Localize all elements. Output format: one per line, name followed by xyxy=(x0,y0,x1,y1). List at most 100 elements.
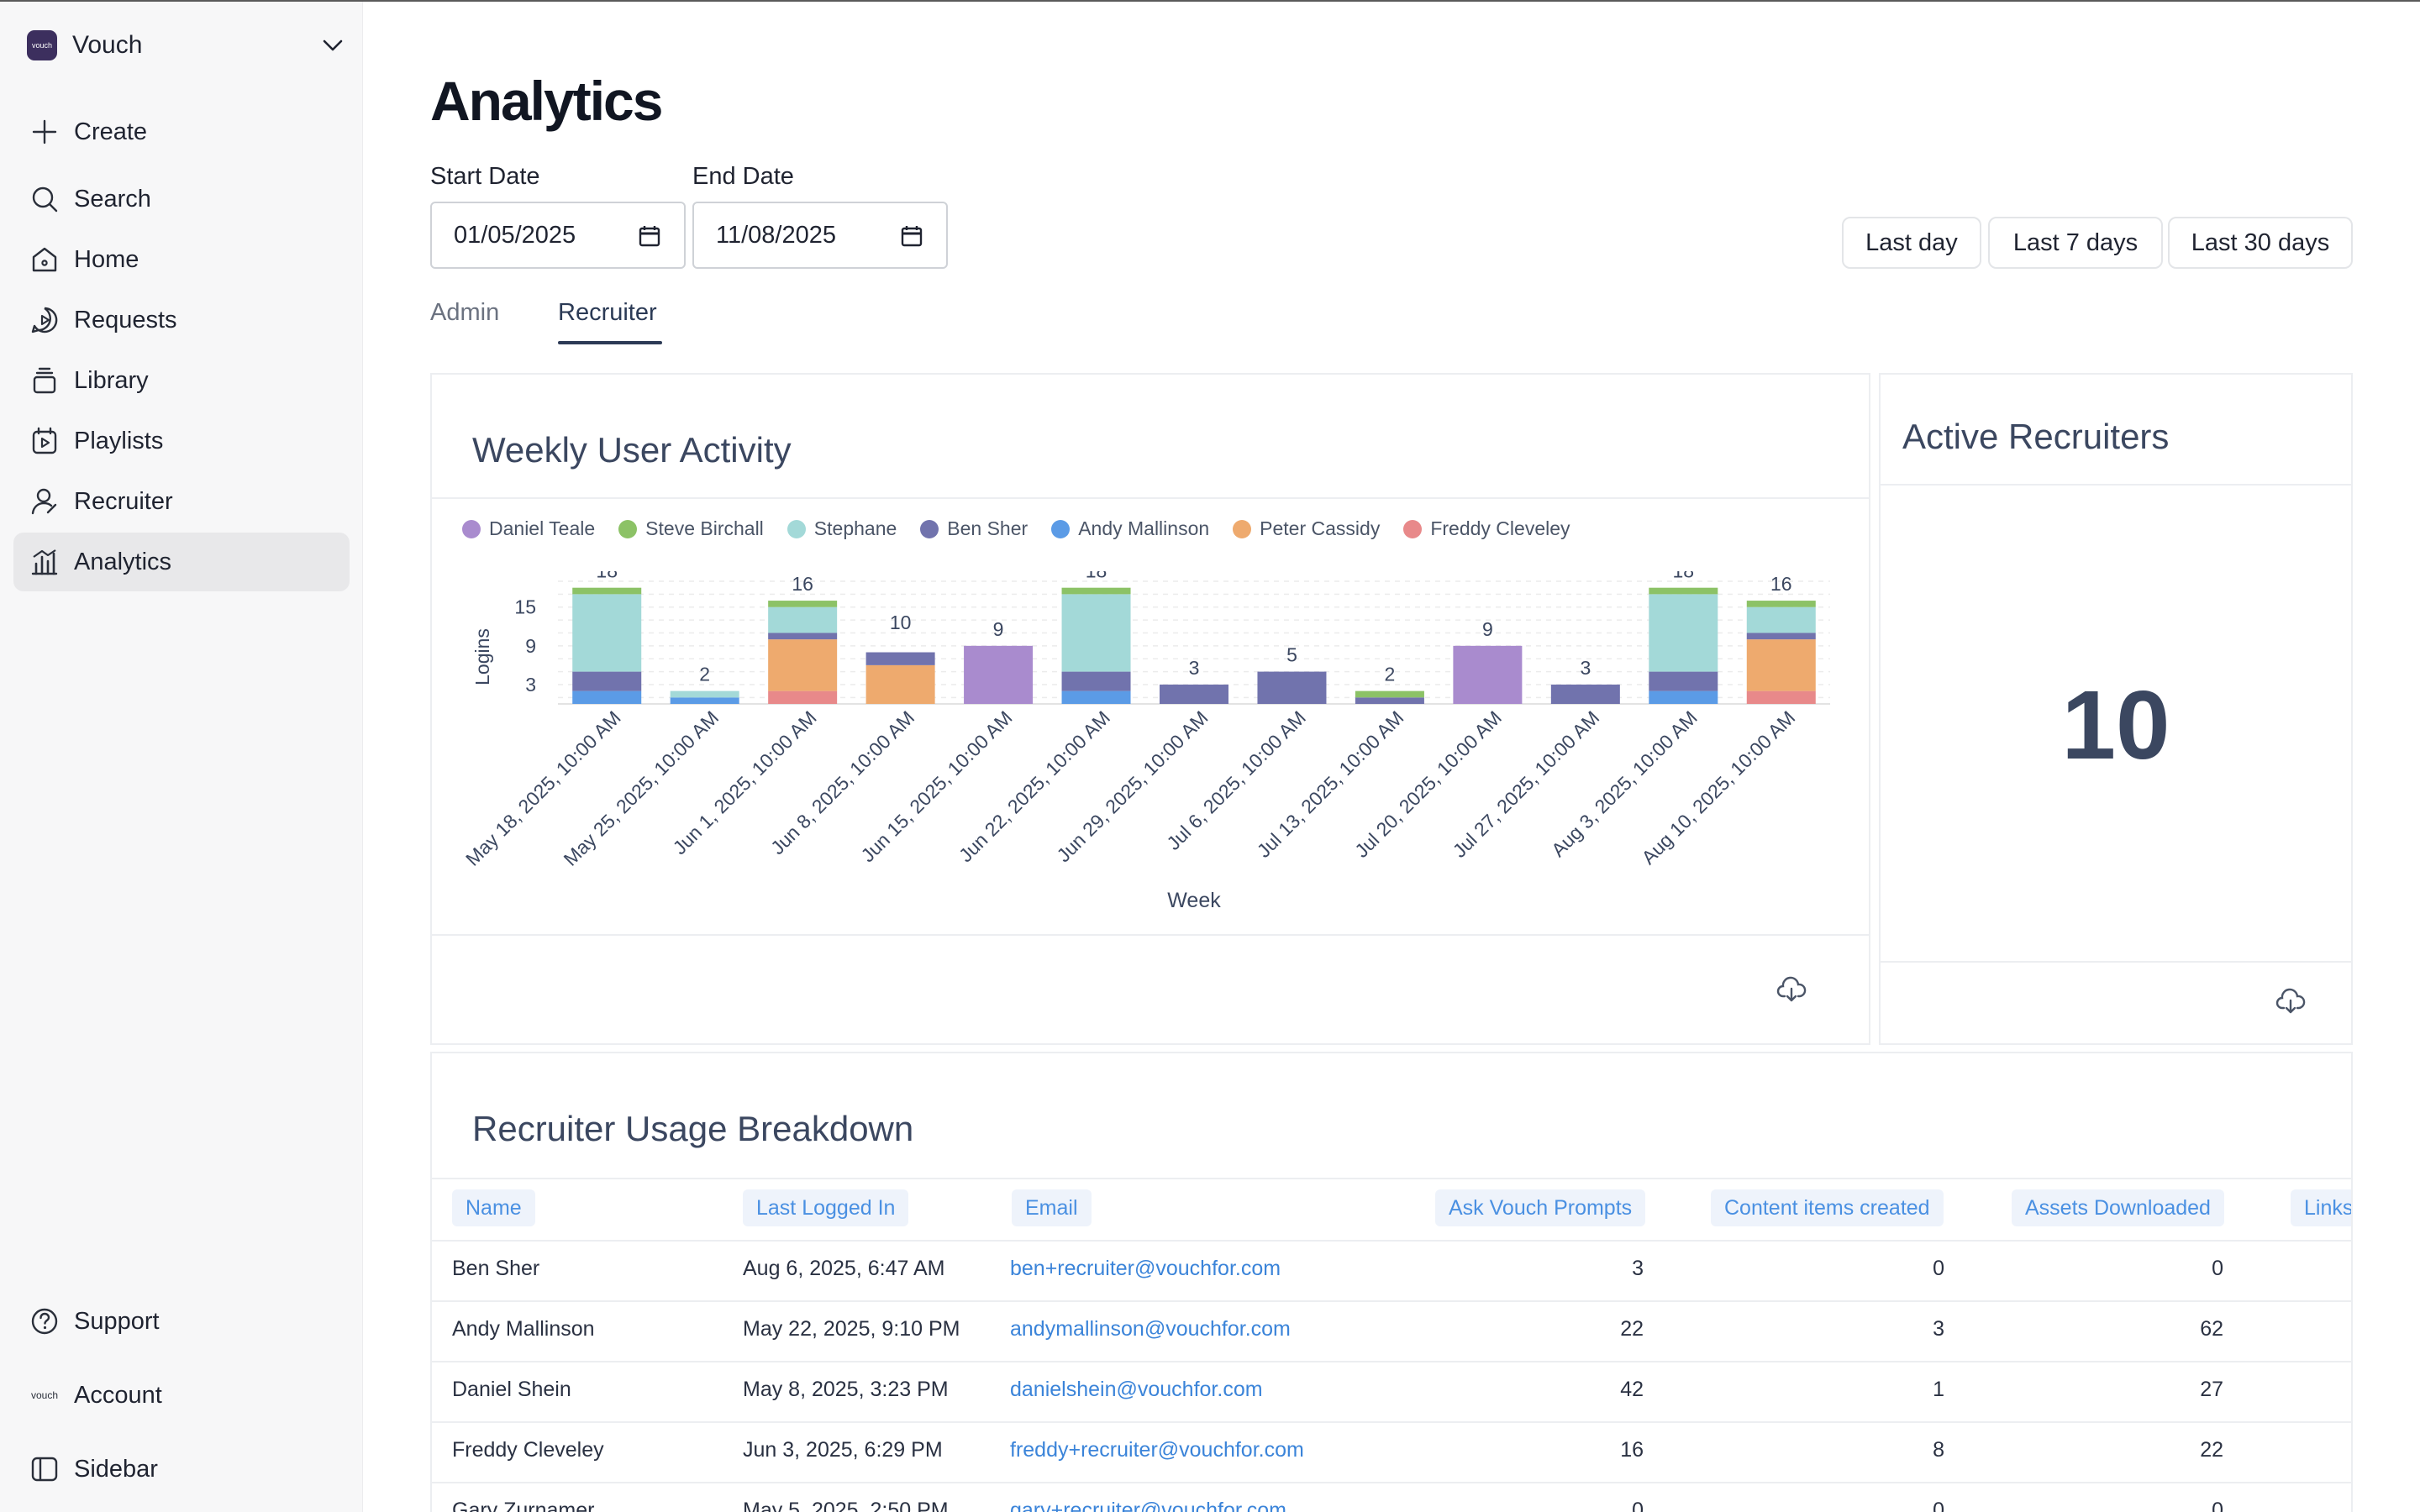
bar-segment[interactable] xyxy=(1061,594,1131,672)
legend-item[interactable]: Andy Mallinson xyxy=(1051,517,1209,540)
bar-segment[interactable] xyxy=(1649,594,1718,672)
help-icon xyxy=(29,1305,60,1337)
bar-segment[interactable] xyxy=(1061,587,1131,595)
requests-icon xyxy=(29,304,60,336)
bar-segment[interactable] xyxy=(768,601,838,607)
bar-total-label: 5 xyxy=(1286,644,1297,666)
chevron-down-icon xyxy=(323,39,343,51)
sidebar-item-label: Home xyxy=(74,245,139,273)
bar-segment[interactable] xyxy=(1746,633,1816,640)
legend-label: Ben Sher xyxy=(947,517,1028,539)
bar-segment[interactable] xyxy=(1746,690,1816,704)
column-header-last-logged-in[interactable]: Last Logged In xyxy=(743,1189,909,1226)
ask-vouch-prompts-cell: 42 xyxy=(1620,1378,1644,1401)
bar-total-label: 10 xyxy=(890,612,912,633)
bar-segment[interactable] xyxy=(1649,690,1718,704)
bar-segment[interactable] xyxy=(572,594,642,672)
sidebar-toggle-icon xyxy=(29,1453,60,1485)
sidebar-item-support[interactable]: Support xyxy=(13,1292,350,1351)
calendar-icon[interactable] xyxy=(901,225,923,247)
library-icon xyxy=(29,365,60,396)
workspace-switcher[interactable]: vouch Vouch xyxy=(27,27,346,64)
column-header-email[interactable]: Email xyxy=(1012,1189,1092,1226)
assets-downloaded-cell: 62 xyxy=(2200,1317,2223,1341)
sidebar: vouch Vouch Create Search Home Requests … xyxy=(0,2,363,1512)
last-day-button[interactable]: Last day xyxy=(1842,217,1981,269)
email-link[interactable]: danielshein@vouchfor.com xyxy=(1010,1378,1263,1401)
legend-item[interactable]: Daniel Teale xyxy=(462,517,595,540)
bar-total-label: 9 xyxy=(993,618,1004,640)
legend-item[interactable]: Stephane xyxy=(786,517,897,540)
calendar-icon[interactable] xyxy=(639,225,660,247)
bar-segment[interactable] xyxy=(1061,671,1131,691)
column-header-assets-downloaded[interactable]: Assets Downloaded xyxy=(2012,1189,2224,1226)
bar-segment[interactable] xyxy=(1061,690,1131,704)
column-header-links[interactable]: Links xyxy=(2291,1189,2351,1226)
legend-item[interactable]: Peter Cassidy xyxy=(1233,517,1380,540)
column-header-ask-vouch-prompts[interactable]: Ask Vouch Prompts xyxy=(1435,1189,1646,1226)
bar-segment[interactable] xyxy=(865,652,935,665)
sidebar-item-search[interactable]: Search xyxy=(13,170,350,228)
download-cloud-icon[interactable] xyxy=(1776,974,1807,1005)
tab-recruiter[interactable]: Recruiter xyxy=(558,299,657,326)
legend-item[interactable]: Ben Sher xyxy=(920,517,1028,540)
legend-swatch xyxy=(618,519,638,538)
bar-segment[interactable] xyxy=(768,690,838,704)
bar-segment[interactable] xyxy=(670,697,739,704)
bar-segment[interactable] xyxy=(865,664,935,704)
bar-segment[interactable] xyxy=(1550,684,1620,704)
bar-segment[interactable] xyxy=(1160,684,1228,704)
sidebar-item-playlists[interactable]: Playlists xyxy=(13,412,350,470)
legend-label: Peter Cassidy xyxy=(1260,517,1381,539)
column-header-content-items-created[interactable]: Content items created xyxy=(1711,1189,1944,1226)
legend-item[interactable]: Freddy Cleveley xyxy=(1403,517,1570,540)
sidebar-item-create[interactable]: Create xyxy=(13,102,350,161)
last-logged-in-cell: May 8, 2025, 3:23 PM xyxy=(743,1378,949,1401)
bar-segment[interactable] xyxy=(1746,606,1816,633)
sidebar-item-library[interactable]: Library xyxy=(13,351,350,410)
column-header-name[interactable]: Name xyxy=(452,1189,535,1226)
bar-segment[interactable] xyxy=(1257,671,1327,704)
bar-segment[interactable] xyxy=(572,671,642,691)
legend-item[interactable]: Steve Birchall xyxy=(618,517,764,540)
bar-segment[interactable] xyxy=(572,690,642,704)
tab-admin[interactable]: Admin xyxy=(430,299,500,326)
sidebar-item-recruiter[interactable]: Recruiter xyxy=(13,472,350,531)
sidebar-item-requests[interactable]: Requests xyxy=(13,291,350,349)
bar-segment[interactable] xyxy=(1649,587,1718,595)
email-link[interactable]: ben+recruiter@vouchfor.com xyxy=(1010,1257,1281,1280)
sidebar-item-home[interactable]: Home xyxy=(13,230,350,289)
bar-segment[interactable] xyxy=(670,690,739,698)
sidebar-item-account[interactable]: vouch Account xyxy=(13,1366,350,1425)
bar-segment[interactable] xyxy=(1746,601,1816,607)
row-divider xyxy=(432,1421,2351,1423)
bar-segment[interactable] xyxy=(768,639,838,691)
ask-vouch-prompts-cell: 3 xyxy=(1632,1257,1644,1280)
email-link[interactable]: gary+recruiter@vouchfor.com xyxy=(1010,1499,1286,1512)
bar-segment[interactable] xyxy=(1649,671,1718,691)
bar-total-label: 18 xyxy=(1673,571,1695,582)
last-7-days-button[interactable]: Last 7 days xyxy=(1988,217,2163,269)
bar-segment[interactable] xyxy=(1355,697,1424,704)
card-divider xyxy=(1881,484,2351,486)
home-icon xyxy=(29,244,60,276)
bar-segment[interactable] xyxy=(768,606,838,633)
email-link[interactable]: freddy+recruiter@vouchfor.com xyxy=(1010,1438,1304,1462)
download-cloud-icon[interactable] xyxy=(2275,986,2306,1016)
assets-downloaded-cell: 0 xyxy=(2212,1257,2223,1280)
bar-segment[interactable] xyxy=(1746,639,1816,691)
usage-breakdown-card: Recruiter Usage Breakdown xyxy=(430,1052,2353,1512)
bar-segment[interactable] xyxy=(1355,690,1424,698)
recruiter-icon xyxy=(29,486,60,517)
bar-segment[interactable] xyxy=(768,633,838,640)
email-link[interactable]: andymallinson@vouchfor.com xyxy=(1010,1317,1291,1341)
bar-segment[interactable] xyxy=(1453,645,1523,704)
bar-segment[interactable] xyxy=(964,645,1034,704)
last-30-days-button[interactable]: Last 30 days xyxy=(2168,217,2353,269)
sidebar-item-analytics[interactable]: Analytics xyxy=(13,533,350,591)
legend-swatch xyxy=(1233,519,1252,538)
sidebar-item-sidebar-toggle[interactable]: Sidebar xyxy=(13,1440,350,1499)
bar-segment[interactable] xyxy=(572,587,642,595)
start-date-input[interactable]: 01/05/2025 xyxy=(430,202,686,269)
end-date-input[interactable]: 11/08/2025 xyxy=(692,202,948,269)
